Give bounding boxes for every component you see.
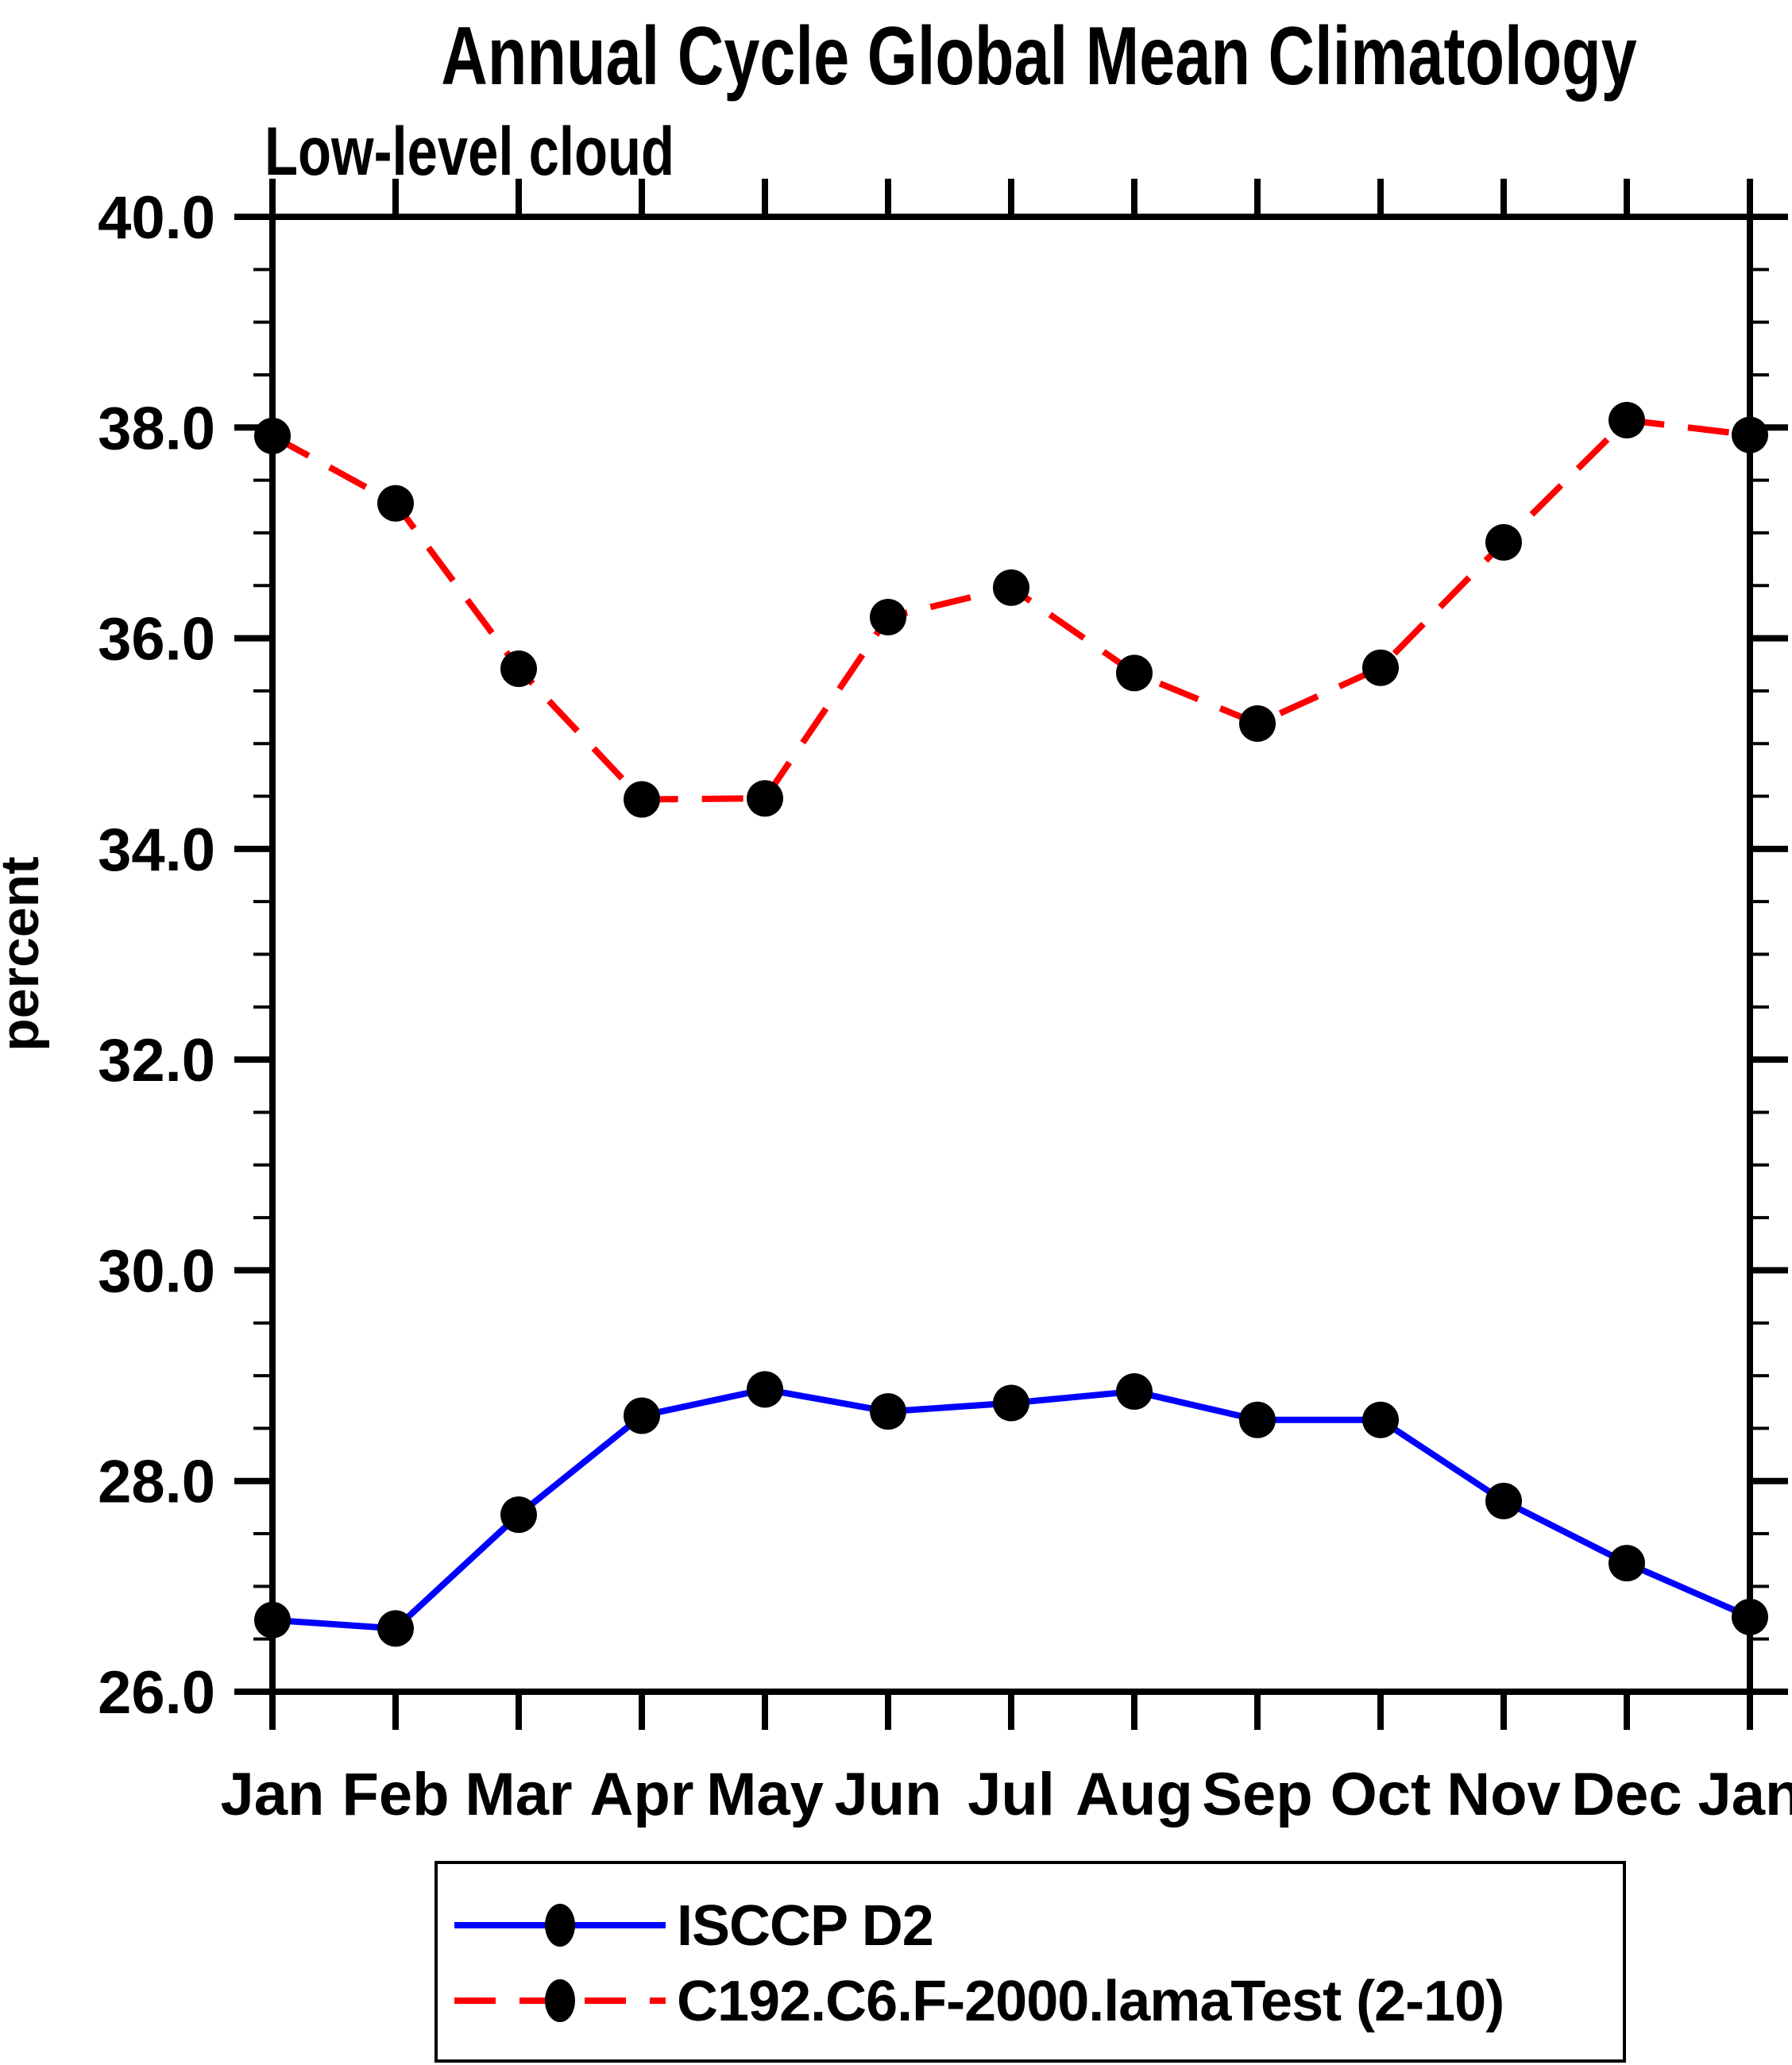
x-tick-label: Feb bbox=[342, 1761, 449, 1828]
chart-subtitle: Low-level cloud bbox=[265, 113, 777, 191]
x-tick-label: Oct bbox=[1330, 1761, 1431, 1828]
series-1-marker bbox=[1609, 402, 1645, 439]
x-tick-label: Sep bbox=[1202, 1761, 1312, 1828]
series-1-marker bbox=[624, 781, 660, 818]
series-1-marker bbox=[1362, 649, 1399, 686]
x-tick-label: May bbox=[706, 1761, 824, 1828]
chart-subtitle-text: Low-level cloud bbox=[265, 114, 675, 190]
series-0-marker bbox=[1239, 1401, 1276, 1438]
series-1-marker bbox=[1732, 416, 1768, 454]
chart-title: Annual Cycle Global Mean Climatology bbox=[272, 10, 1750, 104]
series-0-marker bbox=[1609, 1545, 1645, 1582]
series-0-marker bbox=[1116, 1372, 1153, 1410]
series-1-marker bbox=[1239, 705, 1276, 743]
y-tick-label: 26.0 bbox=[98, 1659, 215, 1727]
series-1-marker bbox=[1116, 654, 1153, 692]
y-tick-label: 30.0 bbox=[98, 1237, 215, 1305]
series-0-marker bbox=[870, 1393, 906, 1430]
x-tick-label: Nov bbox=[1446, 1761, 1561, 1828]
series-0-marker bbox=[1362, 1401, 1399, 1438]
y-tick-label: 32.0 bbox=[98, 1027, 215, 1094]
legend-label-1: C192.C6.F-2000.lamaTest (2-10) bbox=[677, 1970, 1504, 2033]
chart-title-text: Annual Cycle Global Mean Climatology bbox=[441, 10, 1637, 102]
series-0-marker bbox=[254, 1601, 291, 1638]
series-1-marker bbox=[377, 484, 414, 522]
y-tick-label: 38.0 bbox=[98, 395, 215, 462]
series-line-0 bbox=[272, 1386, 1751, 1632]
x-tick-label: Aug bbox=[1076, 1761, 1193, 1828]
y-tick-label: 28.0 bbox=[98, 1449, 215, 1516]
x-tick-label: Mar bbox=[465, 1761, 572, 1828]
y-axis-title: percent bbox=[0, 856, 50, 1052]
series-1-marker bbox=[870, 599, 906, 636]
series-0-marker bbox=[747, 1371, 783, 1408]
y-tick-label: 34.0 bbox=[98, 816, 215, 884]
x-tick-label: Jan bbox=[1698, 1761, 1792, 1828]
series-0-marker bbox=[624, 1397, 660, 1434]
y-tick-label: 40.0 bbox=[98, 184, 215, 252]
series-1-marker bbox=[993, 569, 1029, 606]
x-tick-label: Jan bbox=[221, 1761, 325, 1828]
series-1-marker bbox=[254, 417, 291, 454]
x-tick-label: Jun bbox=[834, 1761, 941, 1828]
series-1-marker bbox=[1485, 523, 1522, 561]
series-0-marker bbox=[1732, 1598, 1768, 1635]
series-0-marker bbox=[500, 1496, 537, 1534]
legend-box bbox=[434, 1861, 1626, 2063]
series-1-marker bbox=[500, 650, 537, 688]
series-0-marker bbox=[993, 1384, 1029, 1422]
x-tick-label: Jul bbox=[967, 1761, 1055, 1828]
y-tick-label: 36.0 bbox=[98, 606, 215, 674]
plot-frame bbox=[269, 214, 1753, 1695]
series-line-1 bbox=[271, 416, 1751, 803]
series-0-marker bbox=[1485, 1482, 1522, 1519]
x-tick-label: Dec bbox=[1571, 1761, 1682, 1828]
legend-label-0: ISCCP D2 bbox=[677, 1894, 933, 1958]
series-1-marker bbox=[747, 780, 783, 817]
x-tick-label: Apr bbox=[590, 1761, 694, 1828]
legend-marker-0 bbox=[545, 1904, 575, 1947]
series-0-marker bbox=[377, 1610, 414, 1647]
legend-marker-1 bbox=[545, 1979, 575, 2022]
